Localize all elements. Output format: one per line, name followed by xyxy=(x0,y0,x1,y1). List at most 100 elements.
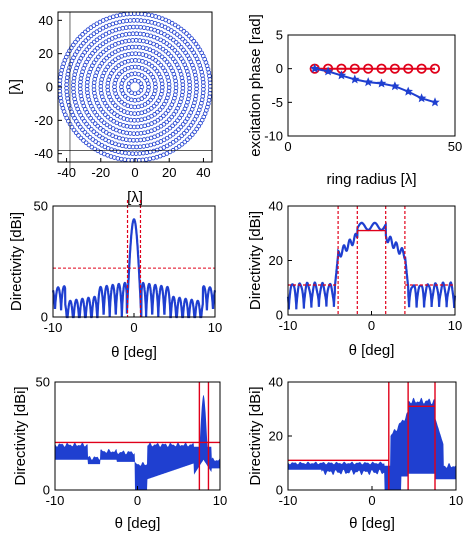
array-element xyxy=(129,78,134,84)
array-element xyxy=(166,117,172,122)
array-element xyxy=(110,59,115,65)
array-element xyxy=(155,109,160,115)
array-element xyxy=(177,53,182,59)
array-element xyxy=(181,28,187,34)
p1-xtick-label: 20 xyxy=(162,165,176,180)
array-element xyxy=(192,129,197,135)
array-element xyxy=(139,96,145,101)
array-element xyxy=(89,103,94,109)
array-element xyxy=(113,103,118,108)
array-element xyxy=(171,37,176,43)
array-element xyxy=(98,126,103,131)
phase-panel: 0 50 -10 -5 0 5 ring radius [λ] excitation phas… xyxy=(247,14,462,188)
p3-ytick-label: 50 xyxy=(34,199,48,214)
p1-ytick-label: 0 xyxy=(46,80,53,95)
array-element xyxy=(95,123,101,129)
array-element xyxy=(84,47,90,52)
array-element xyxy=(81,138,86,143)
p5-ytick-label: 0 xyxy=(43,483,50,498)
array-element xyxy=(185,137,190,142)
p4-xtick-label: 0 xyxy=(368,318,375,333)
array-element xyxy=(97,43,103,49)
array-element xyxy=(120,91,126,96)
array-element xyxy=(191,38,197,44)
array-element xyxy=(86,35,91,41)
array-element xyxy=(186,125,192,131)
array-element xyxy=(94,112,100,118)
array-element xyxy=(91,80,97,85)
array-element xyxy=(182,39,188,44)
p5-xtick-label: 10 xyxy=(213,493,227,508)
array-element xyxy=(178,44,184,50)
p1-ylabel: [λ] xyxy=(7,79,24,95)
array-element xyxy=(98,52,104,57)
array-element xyxy=(166,51,171,56)
p4-ytick-label: 40 xyxy=(269,199,283,214)
array-element xyxy=(86,44,92,50)
array-element xyxy=(172,121,178,126)
array-element xyxy=(164,119,169,125)
phase-point xyxy=(376,78,387,88)
array-element xyxy=(116,97,122,102)
p4-ytick-label: 0 xyxy=(276,308,283,323)
array-element xyxy=(167,125,173,131)
array-element xyxy=(110,100,116,106)
array-element xyxy=(98,106,104,112)
p2-xtick-label: 0 xyxy=(284,139,291,154)
array-element xyxy=(78,135,84,141)
array-element xyxy=(76,133,81,138)
array-element xyxy=(77,34,83,40)
array-element xyxy=(75,37,81,42)
p2-ytick-label: 5 xyxy=(276,28,283,43)
p5-xtick-label: -10 xyxy=(46,493,65,508)
array-element xyxy=(88,115,93,121)
array-element xyxy=(106,53,112,59)
array-element xyxy=(149,106,154,111)
array-element xyxy=(182,139,188,145)
array-element xyxy=(193,41,199,47)
p2-xlabel: ring radius [λ] xyxy=(326,171,416,188)
array-element xyxy=(78,43,84,49)
array-element xyxy=(109,109,114,114)
array-element xyxy=(183,50,188,56)
array-element xyxy=(176,127,181,132)
p3-xtick-label: 0 xyxy=(130,320,137,335)
array-element xyxy=(151,103,157,109)
array-layout-panel: -40 -20 0 20 40 -40 -20 0 20 40 [λ] [λ] xyxy=(7,11,213,206)
array-element xyxy=(104,55,109,61)
p2-xtick-label: 50 xyxy=(448,139,462,154)
array-element xyxy=(86,124,92,130)
array-element xyxy=(105,64,110,70)
array-element xyxy=(187,44,193,50)
array-element xyxy=(123,75,128,80)
array-element xyxy=(173,40,179,45)
array-element xyxy=(185,41,190,47)
array-element xyxy=(177,34,183,40)
array-element xyxy=(136,65,142,70)
p3-ylabel: Directivity [dBi] xyxy=(8,212,25,311)
array-element xyxy=(163,48,169,54)
array-element xyxy=(159,54,165,60)
array-element xyxy=(161,145,167,150)
array-element xyxy=(85,132,90,138)
array-element xyxy=(181,131,187,136)
phase-point xyxy=(390,81,400,91)
array-element xyxy=(176,135,182,141)
p5-ytick-label: 50 xyxy=(36,375,50,390)
array-element xyxy=(82,118,87,124)
array-element xyxy=(116,63,121,68)
array-element xyxy=(173,129,179,135)
phase-point xyxy=(350,74,360,84)
p1-ytick-label: -20 xyxy=(34,113,53,128)
phase-point xyxy=(389,63,400,74)
array-element xyxy=(152,66,157,71)
array-element xyxy=(83,38,89,43)
array-element xyxy=(82,130,88,135)
array-element xyxy=(113,65,119,71)
p3-xtick-label: -10 xyxy=(44,320,63,335)
array-element xyxy=(100,41,106,47)
array-element xyxy=(158,115,164,121)
